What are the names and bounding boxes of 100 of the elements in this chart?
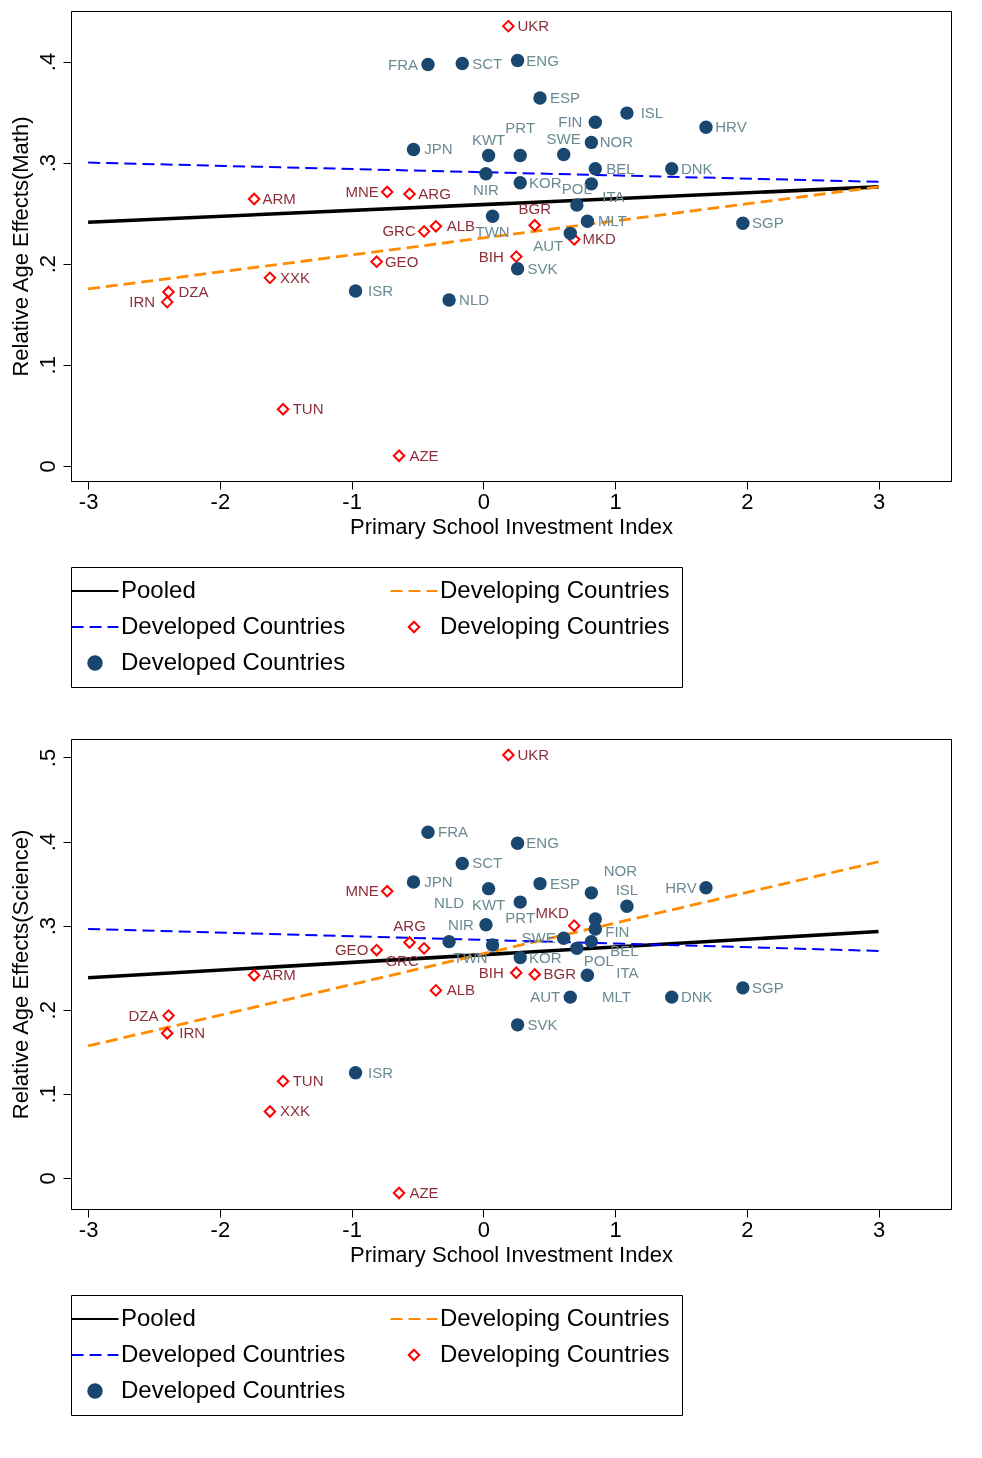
x-axis-title: Primary School Investment Index [350, 1241, 673, 1267]
y-axis-title: Relative Age Effects(Math) [7, 116, 33, 377]
point [528, 219, 541, 232]
point [247, 192, 261, 206]
point [485, 209, 500, 223]
point [665, 161, 679, 176]
x-tick-label: 2 [741, 1216, 754, 1242]
point [348, 1066, 363, 1080]
x-tick-label: -1 [342, 488, 362, 514]
point [620, 106, 634, 120]
point [370, 255, 383, 268]
data-label: GEO [384, 252, 419, 270]
data-label: ITA [616, 963, 639, 981]
point [417, 942, 431, 955]
point [699, 881, 713, 895]
point [510, 966, 523, 979]
point [370, 943, 383, 957]
point [563, 990, 577, 1004]
point [160, 1027, 174, 1040]
data-label: FIN [558, 113, 583, 131]
legend-label: Developed Countries [121, 1340, 346, 1367]
point [502, 19, 515, 33]
data-label: KOR [528, 948, 562, 966]
data-label: ARM [262, 966, 296, 984]
data-label: SGP [752, 214, 784, 232]
data-label: NIR [448, 915, 475, 933]
point [584, 886, 599, 900]
data-label: KWT [471, 130, 506, 148]
data-label: ISR [368, 281, 394, 299]
x-tick-label: 0 [477, 488, 490, 514]
point [160, 295, 174, 309]
x-tick-label: -2 [210, 1216, 231, 1242]
point [421, 57, 435, 72]
point [380, 185, 394, 199]
point [510, 1018, 525, 1032]
y-tick-label: .2 [34, 255, 60, 274]
data-label: GEO [334, 941, 369, 959]
point [276, 402, 290, 416]
point [392, 449, 406, 462]
x-tick-label: 1 [609, 488, 622, 514]
legend-label: Developed Countries [121, 648, 346, 675]
data-label: BEL [606, 159, 635, 177]
legend-label: Developing Countries [440, 1304, 670, 1331]
point [481, 148, 496, 163]
point [455, 56, 469, 71]
y-tick-label: .3 [34, 153, 60, 173]
data-label: DNK [680, 988, 713, 1006]
data-label: DZA [178, 282, 209, 300]
point [442, 293, 456, 307]
data-label: ENG [526, 51, 559, 69]
x-tick-label: -3 [78, 488, 99, 514]
data-label: HRV [665, 878, 697, 896]
point [588, 922, 603, 936]
point [563, 226, 577, 241]
point [533, 91, 547, 105]
point [263, 271, 277, 285]
data-label: NOR [599, 133, 634, 151]
point [567, 233, 581, 246]
data-label: IRN [129, 293, 156, 311]
y-tick-label: .1 [34, 356, 60, 375]
y-tick-label: .4 [34, 832, 60, 852]
data-label: ISL [615, 881, 639, 899]
point [665, 990, 679, 1004]
data-label: ISL [640, 104, 664, 122]
legend-label: Developing Countries [440, 1340, 670, 1367]
data-label: ESP [549, 874, 580, 892]
point [580, 968, 595, 982]
data-label: BIH [478, 247, 504, 265]
point [403, 936, 416, 949]
data-label: DNK [680, 159, 713, 177]
data-label: NLD [434, 894, 465, 912]
point [588, 115, 603, 129]
point [533, 876, 547, 891]
x-tick-label: 3 [872, 488, 886, 514]
data-label: ISR [368, 1063, 394, 1081]
data-label: KWT [471, 895, 506, 913]
data-label: ITA [602, 187, 625, 205]
data-label: FRA [438, 823, 469, 841]
data-label: JPN [424, 140, 453, 158]
data-label: TUN [292, 400, 324, 418]
legend-label: Developing Countries [440, 612, 670, 639]
data-label: NOR [603, 861, 638, 879]
point [429, 220, 443, 233]
point [421, 825, 435, 840]
data-label: UKR [517, 745, 550, 763]
data-label: GRC [382, 222, 416, 240]
x-tick-label: -1 [342, 1216, 362, 1242]
point [417, 225, 431, 238]
point [556, 931, 571, 945]
point [620, 899, 634, 914]
data-label: SVK [527, 1015, 558, 1033]
x-tick-label: 0 [477, 1216, 490, 1242]
data-label: SCT [472, 54, 503, 72]
x-tick-label: 2 [741, 488, 754, 514]
point [479, 918, 493, 932]
data-label: FRA [388, 55, 419, 73]
y-tick-label: .1 [34, 1085, 60, 1104]
data-label: TWN [475, 223, 510, 241]
data-label: AZE [409, 446, 439, 464]
data-label: XXK [279, 1102, 310, 1120]
